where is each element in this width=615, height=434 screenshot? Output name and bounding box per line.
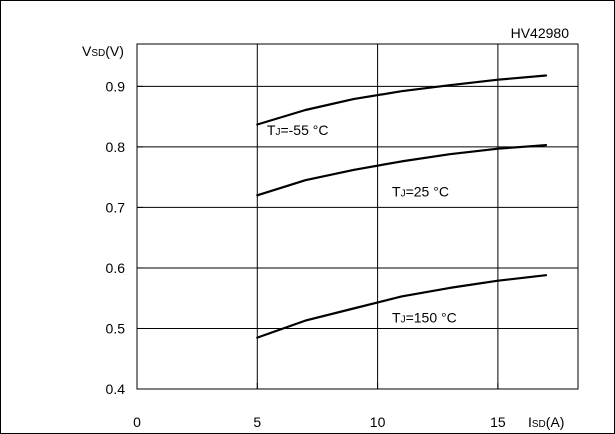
y-axis-ticks: 0.4 0.5 0.6 0.7 0.8 0.9 [106,78,143,397]
x-tick-label: 15 [490,414,506,430]
y-tick-label: 0.8 [106,139,126,155]
x-axis-label: ISD(A) [528,414,564,430]
series-label-0: TJ=-55 °C [267,122,329,138]
x-tick-label: 5 [253,414,261,430]
y-tick-label: 0.5 [106,320,126,336]
series-group: TJ=-55 °C TJ=25 °C TJ=150 °C [256,74,548,339]
x-tick-label: 10 [370,414,386,430]
grid [137,44,578,389]
y-tick-label: 0.4 [106,381,126,397]
x-axis-ticks: 0 5 10 15 [133,383,506,430]
series-line-0 [256,74,548,126]
y-tick-label: 0.7 [106,199,126,215]
x-tick-label: 0 [133,414,141,430]
plot-area [136,43,579,390]
series-label-1: TJ=25 °C [392,184,449,200]
y-tick-label: 0.6 [106,260,126,276]
series-line-1 [256,144,548,197]
figure-code: HV42980 [511,25,570,41]
series-line-2 [256,274,548,339]
series-label-2: TJ=150 °C [392,309,457,325]
y-tick-label: 0.9 [106,78,126,94]
y-axis-label: VSD(V) [82,43,124,59]
